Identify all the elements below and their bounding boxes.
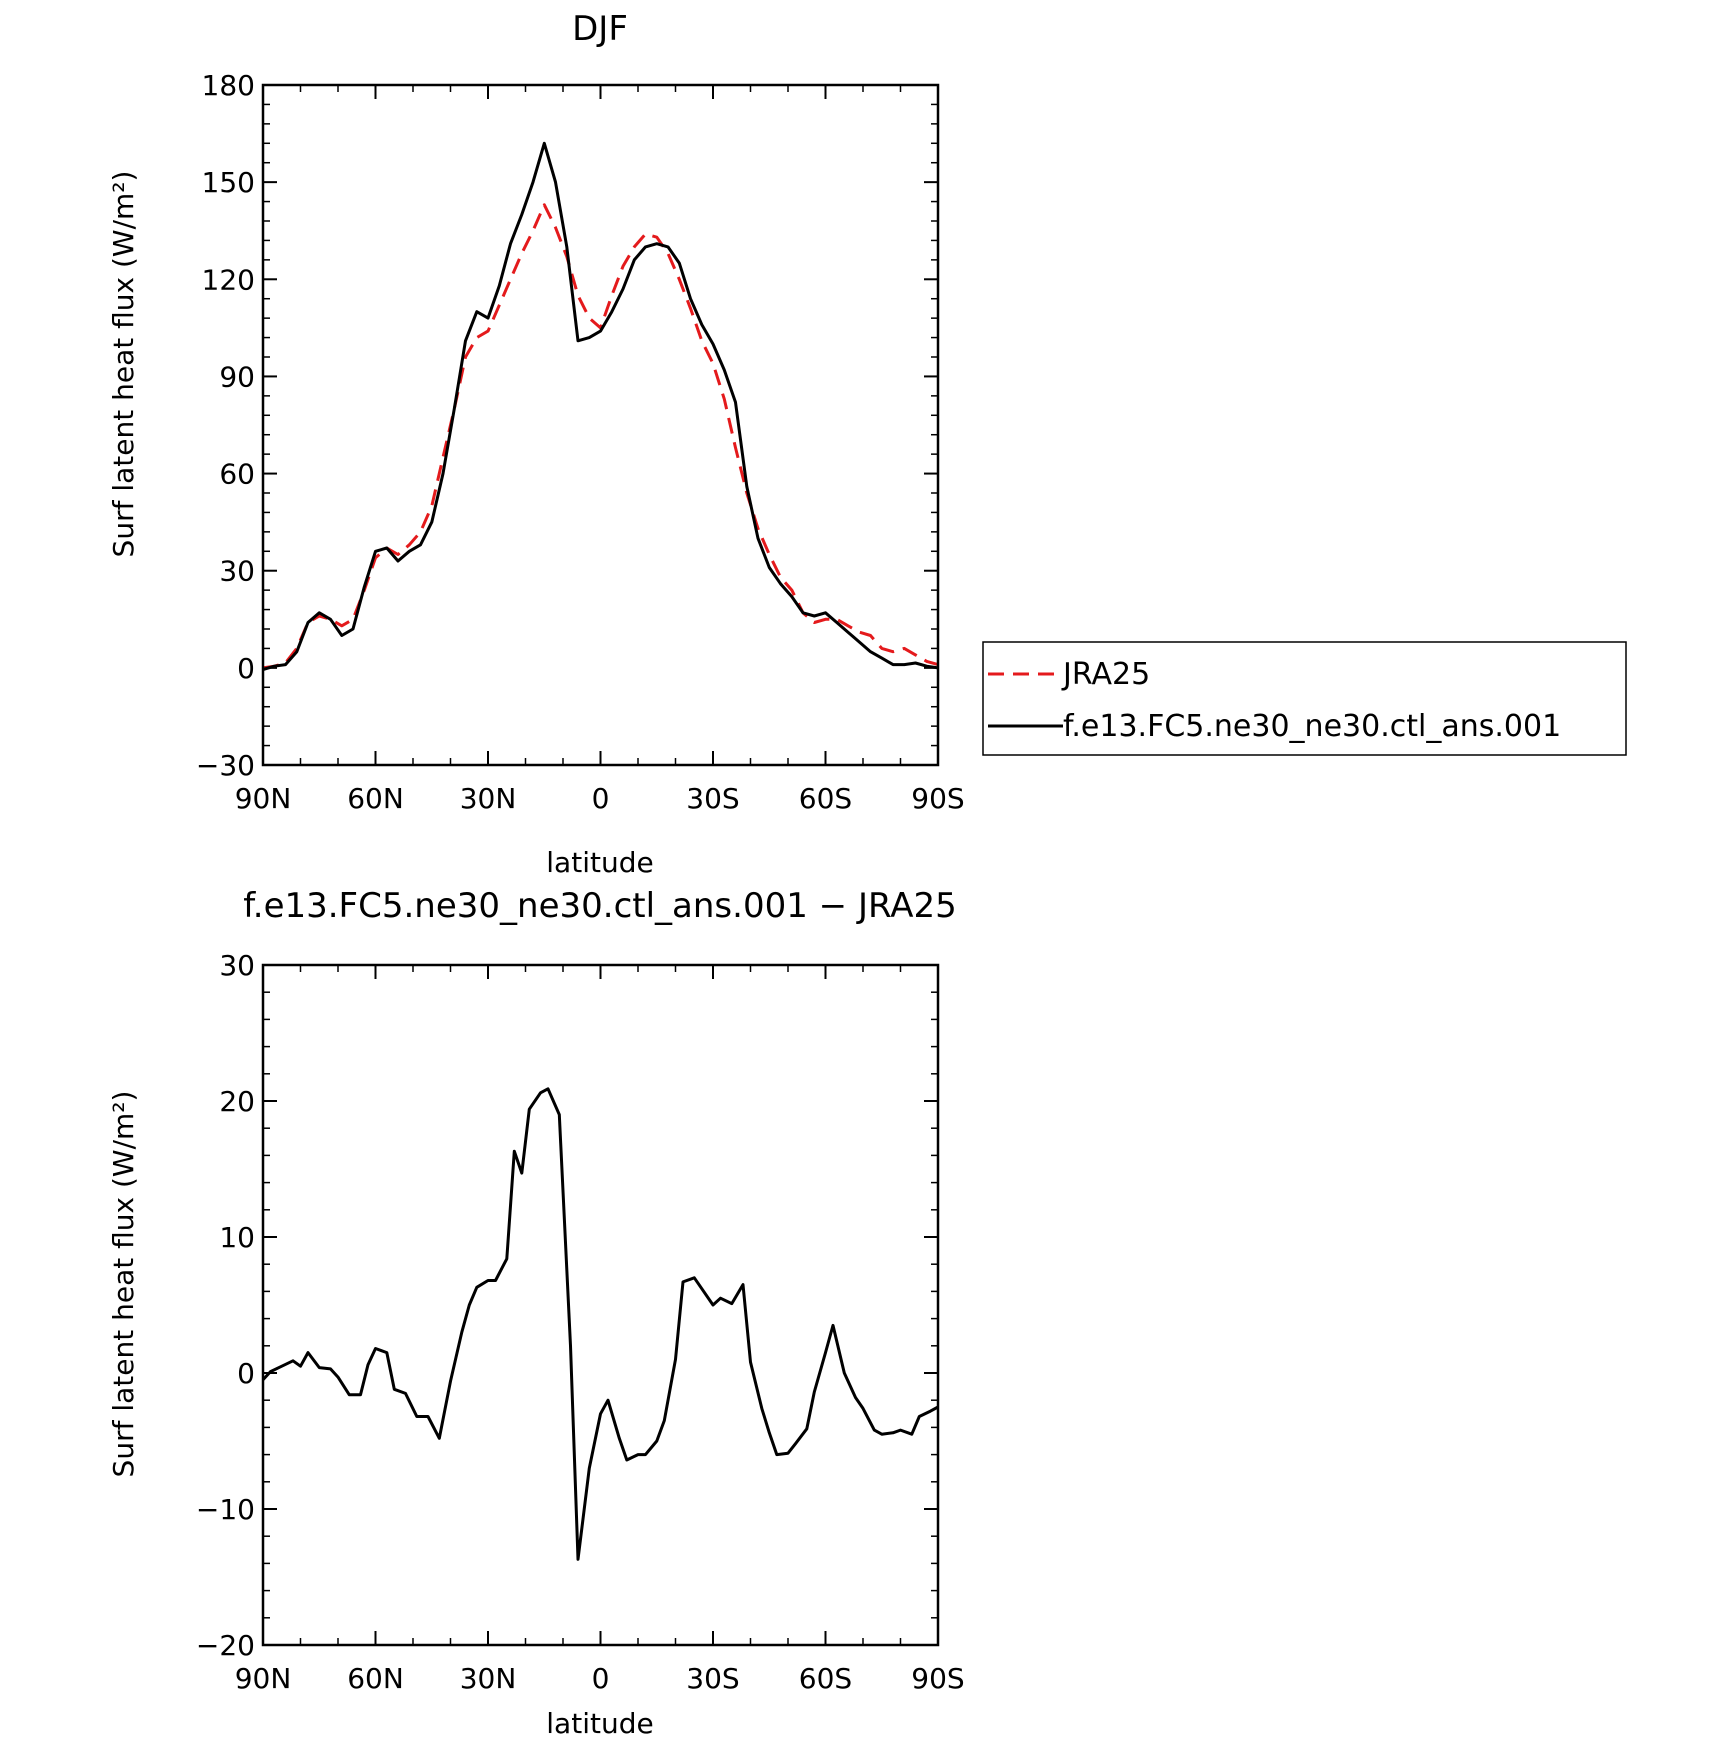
x-tick-label: 90N — [235, 782, 292, 815]
series-line-f-e13-fc5-ne30-ne30-ctl-ans-001 — [262, 141, 939, 671]
y-tick-label: 30 — [219, 555, 255, 588]
y-tick-label: 150 — [202, 166, 255, 199]
y-tick-label: 60 — [219, 458, 255, 491]
legend-box — [982, 641, 1627, 756]
y-tick-label: 0 — [237, 652, 255, 685]
y-tick-label: 90 — [219, 360, 255, 393]
x-tick-label: 90S — [911, 1662, 964, 1695]
x-tick-label: 0 — [592, 782, 610, 815]
bottom-chart: f.e13.FC5.ne30_ne30.ctl_ans.001 − JRA25 … — [107, 886, 965, 1740]
x-tick-label: 30S — [686, 782, 739, 815]
series-line-jra25 — [262, 203, 939, 670]
y-tick-label: −10 — [196, 1493, 255, 1526]
x-tick-label: 60S — [799, 782, 852, 815]
x-tick-label: 30N — [460, 1662, 517, 1695]
legend-label-jra25: JRA25 — [1061, 657, 1150, 692]
x-tick-label: 90N — [235, 1662, 292, 1695]
legend-label-model: f.e13.FC5.ne30_ne30.ctl_ans.001 — [1063, 709, 1561, 744]
x-tick-label: 60N — [347, 1662, 404, 1695]
top-chart-frame — [261, 83, 940, 767]
y-tick-label: 120 — [202, 263, 255, 296]
top-chart-y-axis-label: Surf latent heat flux (W/m²) — [107, 171, 140, 558]
top-chart-legend: JRA25 f.e13.FC5.ne30_ne30.ctl_ans.001 — [982, 641, 1627, 756]
y-tick-label: 0 — [237, 1357, 255, 1390]
y-tick-label: 30 — [219, 949, 255, 982]
x-tick-label: 60N — [347, 782, 404, 815]
y-tick-label: 20 — [219, 1085, 255, 1118]
top-chart-series — [262, 141, 939, 671]
top-chart: DJF Surf latent heat flux (W/m²) latitud… — [107, 9, 965, 879]
bottom-chart-frame — [261, 963, 940, 1647]
bottom-chart-y-axis-label: Surf latent heat flux (W/m²) — [107, 1091, 140, 1478]
bottom-chart-ticks: 90N 60N 30N 0 30S 60S 90S −20 −10 0 10 20 30 — [196, 949, 965, 1695]
y-tick-label: 10 — [219, 1221, 255, 1254]
x-tick-label: 30S — [686, 1662, 739, 1695]
top-chart-title: DJF — [572, 9, 628, 49]
series-line-difference — [261, 1087, 939, 1561]
x-tick-label: 30N — [460, 782, 517, 815]
bottom-chart-title: f.e13.FC5.ne30_ne30.ctl_ans.001 − JRA25 — [243, 886, 956, 926]
x-tick-label: 90S — [911, 782, 964, 815]
bottom-chart-series — [261, 1087, 939, 1561]
bottom-chart-x-axis-label: latitude — [546, 1707, 653, 1740]
x-tick-label: 0 — [592, 1662, 610, 1695]
y-tick-label: −30 — [196, 749, 255, 782]
top-chart-ticks: 90N 60N 30N 0 30S 60S 90S −30 0 30 60 90 120 150 180 — [196, 69, 965, 815]
y-tick-label: 180 — [202, 69, 255, 102]
top-chart-x-axis-label: latitude — [546, 846, 653, 879]
y-tick-label: −20 — [196, 1629, 255, 1662]
x-tick-label: 60S — [799, 1662, 852, 1695]
